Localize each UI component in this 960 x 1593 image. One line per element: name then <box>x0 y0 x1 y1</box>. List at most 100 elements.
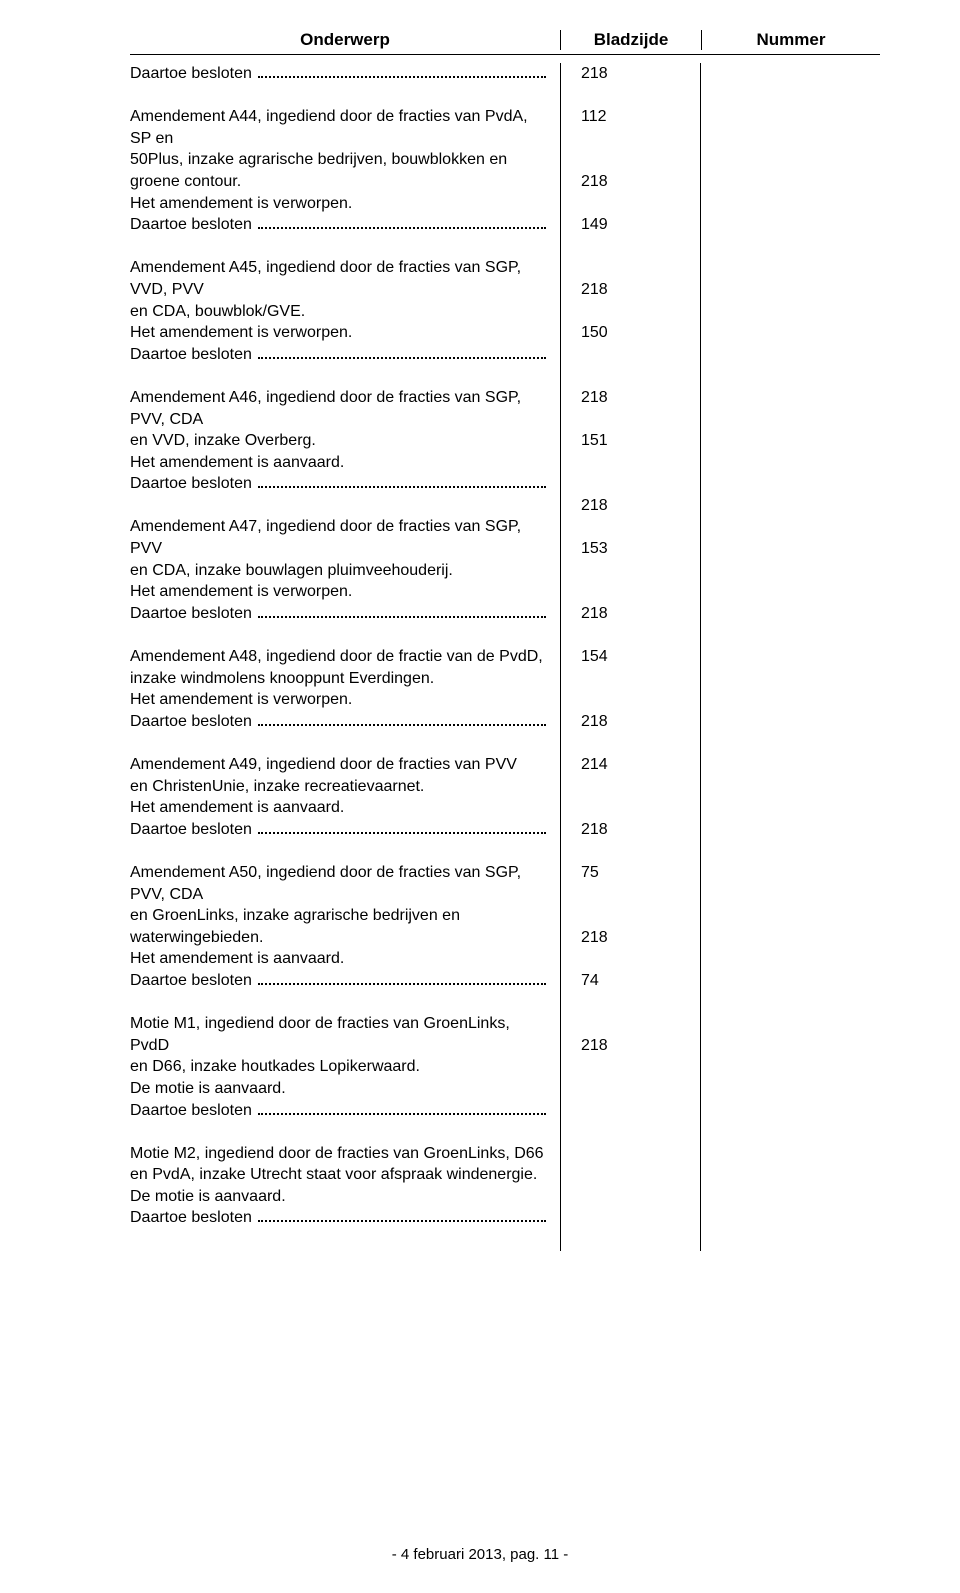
entry-text-line: Amendement A49, ingediend door de fracti… <box>130 754 550 776</box>
entry-text-line: Het amendement is verworpen. <box>130 689 550 711</box>
decision-line: Daartoe besloten <box>130 1100 550 1122</box>
page-number <box>581 776 700 798</box>
decision-label: Daartoe besloten <box>130 970 252 992</box>
decision-line: Daartoe besloten <box>130 344 550 366</box>
page-number: 218 <box>581 171 700 193</box>
page-number <box>581 452 700 474</box>
page-number: 218 <box>581 927 700 949</box>
entry-text-line: Motie M2, ingediend door de fracties van… <box>130 1143 550 1165</box>
spacer <box>581 409 700 431</box>
page-number <box>581 689 700 711</box>
table-header-row: Onderwerp Bladzijde Nummer <box>130 30 880 55</box>
body-nummer-col <box>700 63 880 1251</box>
page-number: 218 <box>581 819 700 841</box>
spacer <box>130 495 550 517</box>
decision-label: Daartoe besloten <box>130 473 252 495</box>
decision-line: Daartoe besloten <box>130 603 550 625</box>
page-number <box>581 560 700 582</box>
page-number <box>581 473 700 495</box>
spacer <box>581 1056 700 1078</box>
body-bladzijde-col: 218 112 218 149 218 150 218 151 218 153 … <box>560 63 700 1251</box>
page-number <box>581 905 700 927</box>
spacer <box>130 840 550 862</box>
spacer <box>581 301 700 323</box>
page-number: 218 <box>581 603 700 625</box>
page-number <box>581 884 700 906</box>
decision-line: Daartoe besloten <box>130 63 550 85</box>
entry-text-line: Motie M1, ingediend door de fracties van… <box>130 1013 550 1056</box>
dot-leader <box>258 1100 546 1115</box>
page-number: 218 <box>581 387 700 409</box>
entry-text-line: Het amendement is verworpen. <box>130 581 550 603</box>
decision-label: Daartoe besloten <box>130 214 252 236</box>
dot-leader <box>258 214 546 229</box>
entry-text-line: Amendement A47, ingediend door de fracti… <box>130 516 550 559</box>
entry-text-line: Het amendement is aanvaard. <box>130 797 550 819</box>
header-onderwerp: Onderwerp <box>130 30 560 50</box>
decision-line: Daartoe besloten <box>130 473 550 495</box>
entry-text-line: Het amendement is verworpen. <box>130 322 550 344</box>
entry-text-line: en D66, inzake houtkades Lopikerwaard. <box>130 1056 550 1078</box>
page-number <box>581 668 700 690</box>
spacer <box>130 236 550 258</box>
index-table: Onderwerp Bladzijde Nummer Daartoe beslo… <box>130 30 880 1251</box>
page-number: 218 <box>581 63 700 85</box>
dot-leader <box>258 344 546 359</box>
page-number: 214 <box>581 754 700 776</box>
page-number <box>581 236 700 258</box>
page-number: 218 <box>581 711 700 733</box>
spacer <box>581 85 700 107</box>
decision-line: Daartoe besloten <box>130 819 550 841</box>
entry-text-line: Het amendement is verworpen. <box>130 193 550 215</box>
spacer <box>130 624 550 646</box>
body-onderwerp-col: Daartoe besloten Amendement A44, ingedie… <box>130 63 560 1251</box>
decision-label: Daartoe besloten <box>130 1100 252 1122</box>
spacer <box>130 85 550 107</box>
dot-leader <box>258 819 546 834</box>
entry-text-line: 50Plus, inzake agrarische bedrijven, bou… <box>130 149 550 192</box>
page-number: 218 <box>581 495 700 517</box>
spacer <box>581 516 700 538</box>
spacer <box>581 732 700 754</box>
entry-text-line: Het amendement is aanvaard. <box>130 452 550 474</box>
entry-text-line: en GroenLinks, inzake agrarische bedrijv… <box>130 905 550 948</box>
spacer <box>130 1121 550 1143</box>
page-number <box>581 149 700 171</box>
entry-text-line: en VVD, inzake Overberg. <box>130 430 550 452</box>
dot-leader <box>258 1208 546 1223</box>
page-number <box>581 992 700 1014</box>
header-nummer: Nummer <box>701 30 880 50</box>
page-number <box>581 365 700 387</box>
decision-label: Daartoe besloten <box>130 819 252 841</box>
decision-line: Daartoe besloten <box>130 711 550 733</box>
entry-text-line: De motie is aanvaard. <box>130 1078 550 1100</box>
dot-leader <box>258 970 546 985</box>
spacer <box>581 193 700 215</box>
page-number: 150 <box>581 322 700 344</box>
spacer <box>581 840 700 862</box>
entry-text-line: inzake windmolens knooppunt Everdingen. <box>130 668 550 690</box>
entry-text-line: en ChristenUnie, inzake recreatievaarnet… <box>130 776 550 798</box>
dot-leader <box>258 711 546 726</box>
page-footer: - 4 februari 2013, pag. 11 - <box>0 1546 960 1563</box>
entry-text-line: en PvdA, inzake Utrecht staat voor afspr… <box>130 1164 550 1186</box>
entry-text-line: Amendement A46, ingediend door de fracti… <box>130 387 550 430</box>
document-page: Onderwerp Bladzijde Nummer Daartoe beslo… <box>0 0 960 1593</box>
entry-text-line: Amendement A44, ingediend door de fracti… <box>130 106 550 149</box>
page-number <box>581 1013 700 1035</box>
page-number: 153 <box>581 538 700 560</box>
decision-line: Daartoe besloten <box>130 214 550 236</box>
decision-line: Daartoe besloten <box>130 1207 550 1229</box>
spacer <box>130 365 550 387</box>
page-number <box>581 128 700 150</box>
entry-text-line: Amendement A48, ingediend door de fracti… <box>130 646 550 668</box>
page-number: 74 <box>581 970 700 992</box>
dot-leader <box>258 603 546 618</box>
page-number <box>581 257 700 279</box>
header-bladzijde: Bladzijde <box>560 30 701 50</box>
page-number: 112 <box>581 106 700 128</box>
entry-text-line: en CDA, bouwblok/GVE. <box>130 301 550 323</box>
page-number: 154 <box>581 646 700 668</box>
spacer <box>581 948 700 970</box>
entry-text-line: en CDA, inzake bouwlagen pluimveehouderi… <box>130 560 550 582</box>
